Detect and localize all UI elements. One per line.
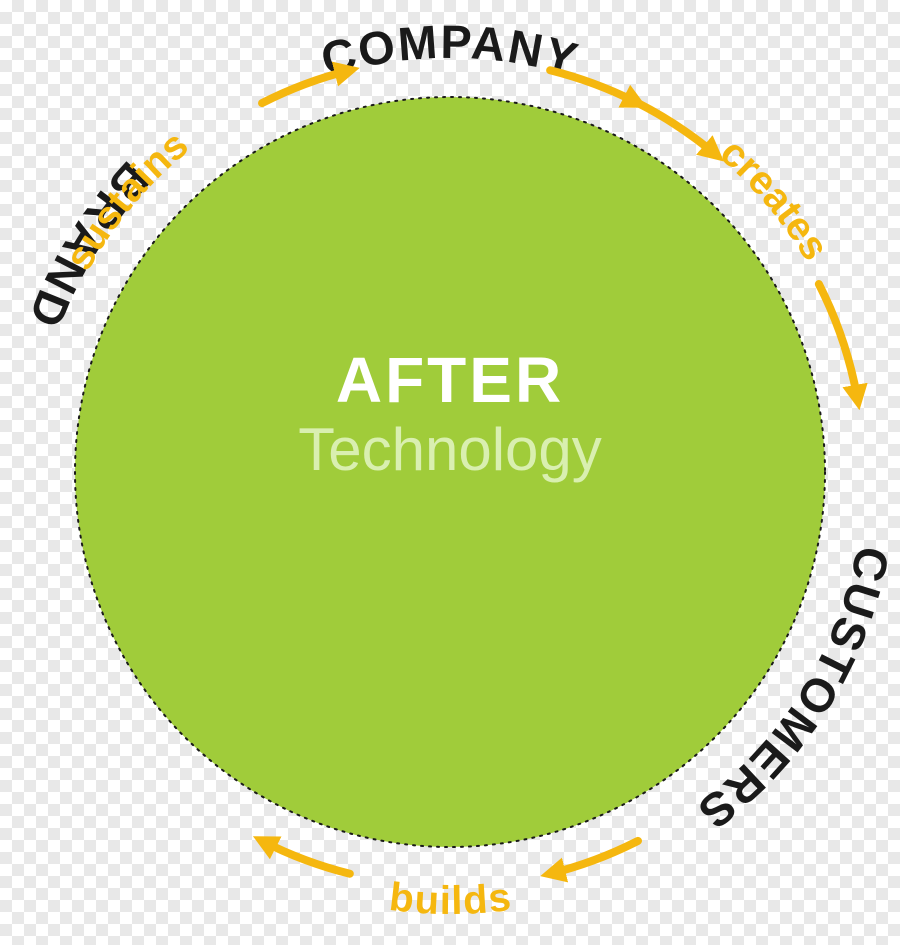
ring-connector-builds: builds	[387, 875, 513, 923]
arrow-builds-in	[550, 841, 638, 874]
center-title-line2: Technology	[298, 416, 602, 483]
arrow-builds-out	[262, 841, 350, 874]
center-title-line1: AFTER	[336, 344, 564, 416]
ring-label-company: COMPANY	[315, 15, 584, 86]
arrow-creates-out	[819, 284, 858, 400]
arrow-sustains-in	[262, 70, 350, 103]
arrow-sustains-out	[550, 70, 638, 103]
diagram-svg: AFTERTechnologyCOMPANYCUSTOMERSBRANDcrea…	[0, 0, 900, 945]
arrow-creates-in	[638, 103, 716, 155]
cycle-diagram: AFTERTechnologyCOMPANYCUSTOMERSBRANDcrea…	[0, 0, 900, 945]
